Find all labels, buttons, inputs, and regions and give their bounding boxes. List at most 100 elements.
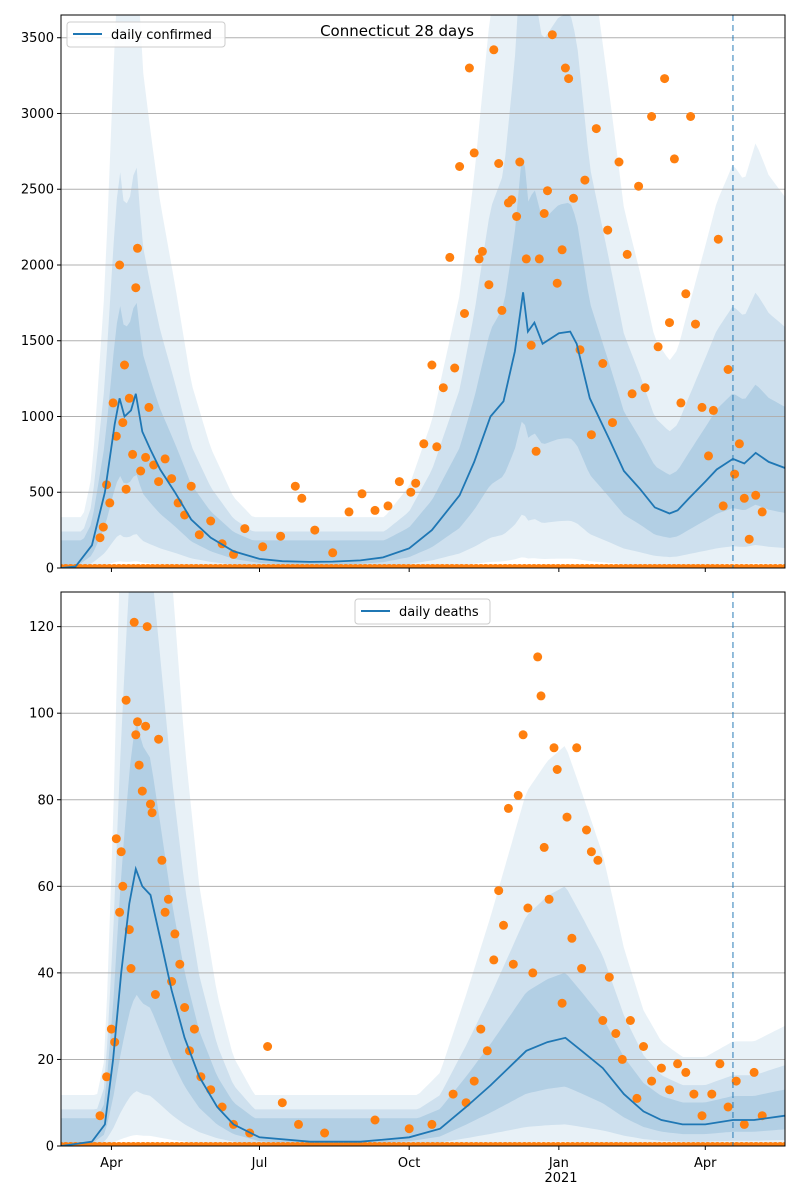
reported-point — [586, 847, 596, 857]
reported-point — [297, 493, 307, 503]
reported-point — [569, 193, 578, 203]
reported-point — [469, 148, 479, 158]
confirmed-axes-frame — [60, 14, 786, 569]
reported-point — [489, 955, 499, 965]
reported-point — [503, 803, 513, 813]
reported-point — [404, 1124, 414, 1134]
reported-point — [290, 481, 300, 491]
reported-point — [448, 1089, 458, 1099]
reported-point — [686, 112, 696, 121]
reported-point — [523, 903, 533, 913]
reported-point — [206, 516, 216, 526]
reported-point — [697, 1111, 707, 1121]
reported-point — [723, 1102, 733, 1112]
reported-point — [617, 1054, 627, 1064]
reported-point — [715, 1059, 725, 1069]
y-tick-label: 1000 — [21, 410, 54, 425]
reported-point — [482, 1046, 492, 1056]
reported-point — [660, 74, 670, 84]
reported-point — [121, 695, 131, 705]
reported-point — [427, 360, 437, 370]
confirmed-legend: daily confirmed — [66, 21, 226, 48]
reported-point — [632, 1093, 642, 1103]
y-tick-label: 3000 — [21, 107, 54, 122]
reported-point — [676, 398, 686, 408]
reported-point — [647, 112, 657, 121]
reported-point — [95, 533, 105, 543]
reported-point — [124, 393, 134, 403]
reported-point — [562, 812, 572, 822]
y-tick-label: 2000 — [21, 258, 54, 273]
reported-point — [115, 260, 125, 270]
reported-point — [513, 790, 523, 800]
deaths-panel: 0 20 40 60 80 100 120 Apr Jul Oct Jan Apr daily de… — [29, 591, 786, 1186]
reported-point — [497, 305, 507, 315]
reported-point — [593, 855, 603, 865]
uncertainty-band — [61, 157, 785, 568]
reported-point — [186, 481, 196, 491]
confirmed-x-ticks — [110, 568, 706, 572]
reported-point — [582, 825, 591, 835]
reported-point — [534, 254, 544, 264]
reported-point — [105, 498, 115, 508]
reported-point — [170, 929, 180, 939]
y-tick-label: 0 — [46, 1140, 54, 1155]
reported-point — [499, 920, 508, 930]
reported-point — [276, 531, 286, 541]
reported-point — [521, 254, 531, 264]
uncertainty-band — [61, 592, 785, 1146]
reported-point — [150, 990, 160, 999]
reported-point — [634, 181, 644, 191]
reported-point — [665, 318, 674, 328]
reported-point — [512, 212, 522, 221]
x-tick-label: Apr — [694, 1156, 717, 1171]
reported-point — [370, 1115, 380, 1125]
reported-point — [622, 249, 632, 259]
reported-point — [141, 721, 151, 731]
reported-point — [126, 964, 136, 973]
reported-point — [98, 522, 108, 532]
reported-point — [552, 765, 562, 774]
reported-point — [647, 1076, 657, 1086]
reported-point — [450, 363, 460, 373]
deaths-reported-points — [61, 617, 785, 1146]
reported-point — [357, 489, 367, 499]
reported-point — [394, 477, 404, 487]
reported-point — [438, 383, 448, 393]
reported-point — [608, 418, 617, 428]
reported-point — [526, 340, 536, 350]
reported-point — [154, 477, 164, 487]
legend-label: daily deaths — [399, 605, 479, 620]
reported-point — [598, 1016, 608, 1025]
reported-point — [133, 717, 142, 727]
reported-point — [160, 454, 170, 464]
reported-point — [707, 1089, 717, 1099]
reported-point — [489, 45, 499, 55]
reported-point — [455, 162, 465, 171]
series-line — [61, 865, 785, 1146]
y-tick-label: 80 — [37, 793, 54, 808]
reported-point — [294, 1119, 303, 1129]
deaths-x-ticks: Apr Jul Oct Jan Apr — [100, 1146, 717, 1171]
reported-point — [723, 365, 733, 374]
reported-point — [557, 245, 567, 255]
reported-point — [681, 289, 691, 299]
reported-point — [749, 1067, 759, 1077]
reported-point — [751, 490, 761, 500]
reported-point — [598, 359, 608, 368]
reported-point — [128, 449, 138, 459]
reported-point — [539, 842, 549, 852]
reported-point — [106, 1024, 116, 1034]
reported-point — [370, 505, 380, 515]
reported-point — [131, 283, 141, 293]
y-tick-label: 20 — [37, 1053, 54, 1068]
reported-point — [163, 894, 173, 904]
reported-point — [116, 847, 126, 857]
x-tick-label: Jan — [548, 1156, 569, 1171]
reported-point — [586, 430, 596, 440]
reported-point — [129, 617, 139, 627]
reported-point — [328, 548, 338, 558]
reported-point — [464, 63, 474, 73]
reported-point — [189, 1024, 199, 1034]
